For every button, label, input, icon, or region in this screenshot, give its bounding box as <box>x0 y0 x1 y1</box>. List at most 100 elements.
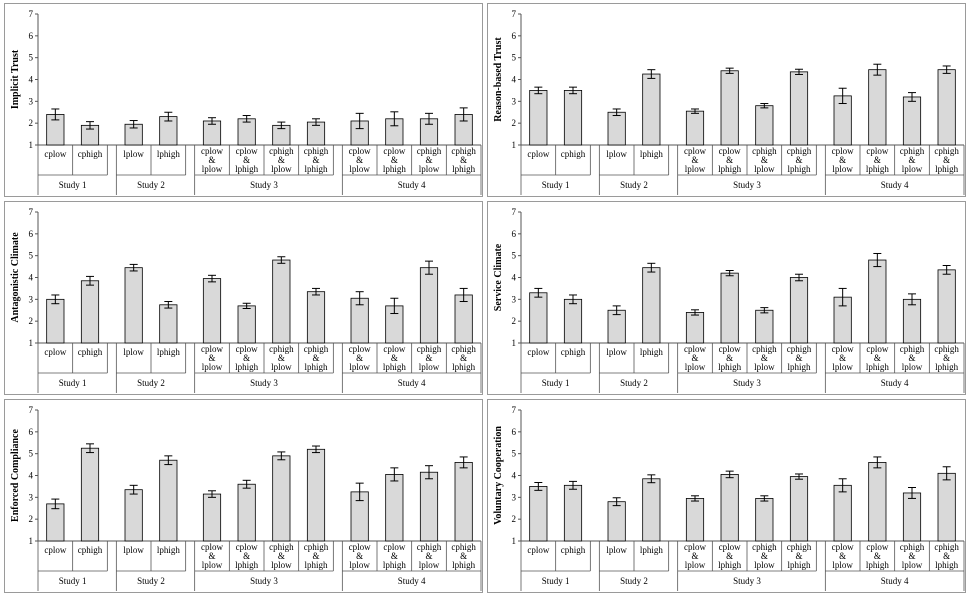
category-label: lplow <box>754 164 775 174</box>
category-label: lphigh <box>718 164 742 174</box>
y-tick-label: 1 <box>29 140 34 150</box>
category-label: cphigh <box>900 542 925 552</box>
category-label: cplow <box>832 542 854 552</box>
category-label: cplow <box>201 146 223 156</box>
y-tick-label: 2 <box>512 514 517 524</box>
category-label: & <box>460 155 467 165</box>
category-label: & <box>726 353 733 363</box>
category-label: lphigh <box>304 164 328 174</box>
category-label: lplow <box>832 164 853 174</box>
category-label: cplow <box>866 344 888 354</box>
category-label: cphigh <box>269 344 294 354</box>
category-label: & <box>908 551 915 561</box>
category-label: lphigh <box>304 560 328 570</box>
study-label-study-2: Study 2 <box>137 180 165 190</box>
category-label: cphigh <box>78 149 103 159</box>
category-label: lplow <box>419 560 440 570</box>
category-label: cphigh <box>451 542 476 552</box>
category-label: lphigh <box>235 362 259 372</box>
category-label: lplow <box>349 362 370 372</box>
study-label-study-1: Study 1 <box>542 180 570 190</box>
bar-study-1-cphigh <box>563 298 583 344</box>
bar-study-3-cplow-lphigh <box>720 272 739 344</box>
category-label: cplow <box>832 344 854 354</box>
category-label: & <box>726 551 733 561</box>
category-label: cplow <box>684 542 706 552</box>
category-label: & <box>795 353 802 363</box>
category-label: lplow <box>202 362 223 372</box>
category-label: & <box>795 155 802 165</box>
category-label: cplow <box>236 146 258 156</box>
category-label: & <box>908 353 915 363</box>
category-label: lplow <box>902 560 923 570</box>
bar-study-3-cplow-lphigh <box>720 474 739 542</box>
bar-study-4-cplow-lplow <box>833 484 852 542</box>
y-tick-label: 5 <box>512 449 517 459</box>
y-tick-label: 5 <box>512 251 517 261</box>
category-label: lphigh <box>935 362 959 372</box>
category-label: & <box>874 551 881 561</box>
category-label: & <box>795 551 802 561</box>
category-label: lphigh <box>787 164 811 174</box>
chart-panel-enforced-compliance: Enforced Compliance 1 2 3 4 5 6 7 cplow cphigh Stu… <box>4 399 483 593</box>
bar-study-4-cphigh-lplow <box>419 471 439 542</box>
category-label: & <box>425 353 432 363</box>
chart-panel-service-climate: Service Climate 1 2 3 4 5 6 7 cplow cphigh Study 1… <box>487 201 966 395</box>
chart-panel-implicit-trust: Implicit Trust 1 2 3 4 5 6 7 cplow cphigh Study 1 l… <box>4 3 483 197</box>
study-label-study-3: Study 3 <box>250 180 278 190</box>
study-label-study-1: Study 1 <box>542 576 570 586</box>
category-label: lplow <box>606 545 627 555</box>
category-label: & <box>312 353 319 363</box>
bar-study-3-cplow-lplow <box>685 498 705 542</box>
bar-study-4-cphigh-lphigh <box>454 462 473 542</box>
y-tick-label: 7 <box>512 207 517 217</box>
bar-study-3-cplow-lplow <box>685 110 705 146</box>
category-label: & <box>425 551 432 561</box>
category-label: cphigh <box>304 542 329 552</box>
bar-study-4-cphigh-lphigh <box>937 69 956 146</box>
category-label: lplow <box>419 362 440 372</box>
bar-study-4-cphigh-lphigh <box>454 294 473 344</box>
category-label: lplow <box>606 149 627 159</box>
bar-study-4-cplow-lphigh <box>868 259 887 344</box>
y-tick-label: 3 <box>512 96 517 106</box>
category-label: cplow <box>44 149 66 159</box>
bar-study-4-cphigh-lplow <box>902 96 922 146</box>
category-label: lplow <box>685 362 706 372</box>
category-label: & <box>908 155 915 165</box>
y-tick-label: 5 <box>29 449 34 459</box>
category-label: lphigh <box>452 164 476 174</box>
category-label: & <box>460 353 467 363</box>
chart-svg-reason-based-trust: Reason-based Trust 1 2 3 4 5 6 7 cplow cphigh Stud… <box>493 9 965 195</box>
study-label-study-3: Study 3 <box>733 180 761 190</box>
category-label: & <box>460 551 467 561</box>
bar-study-4-cphigh-lphigh <box>937 269 956 344</box>
bar-study-3-cphigh-lphigh <box>789 277 809 344</box>
category-label: & <box>691 155 698 165</box>
y-tick-label: 6 <box>512 229 517 239</box>
y-tick-label: 6 <box>29 31 34 41</box>
category-label: & <box>874 155 881 165</box>
category-label: lplow <box>271 164 292 174</box>
category-label: lphigh <box>640 347 664 357</box>
chart-svg-enforced-compliance: Enforced Compliance 1 2 3 4 5 6 7 cplow cphigh Stu… <box>10 405 482 591</box>
study-label-study-4: Study 4 <box>398 180 426 190</box>
category-label: lplow <box>832 362 853 372</box>
category-label: cplow <box>719 344 741 354</box>
category-label: lphigh <box>787 560 811 570</box>
category-label: cphigh <box>417 146 442 156</box>
category-label: lphigh <box>157 347 181 357</box>
chart-panel-voluntary-cooperation: Voluntary Cooperation 1 2 3 4 5 6 7 cplow cphigh S… <box>487 399 966 593</box>
bar-study-1-cphigh <box>563 484 583 542</box>
study-label-study-4: Study 4 <box>881 576 909 586</box>
bar-study-2-lphigh <box>642 73 661 146</box>
category-label: lphigh <box>640 149 664 159</box>
category-label: lplow <box>123 149 144 159</box>
category-label: cplow <box>383 146 405 156</box>
category-label: & <box>839 353 846 363</box>
category-label: & <box>839 155 846 165</box>
bar-study-2-lphigh <box>159 304 178 344</box>
category-label: lphigh <box>935 560 959 570</box>
category-label: lplow <box>202 560 223 570</box>
category-label: cphigh <box>934 146 959 156</box>
